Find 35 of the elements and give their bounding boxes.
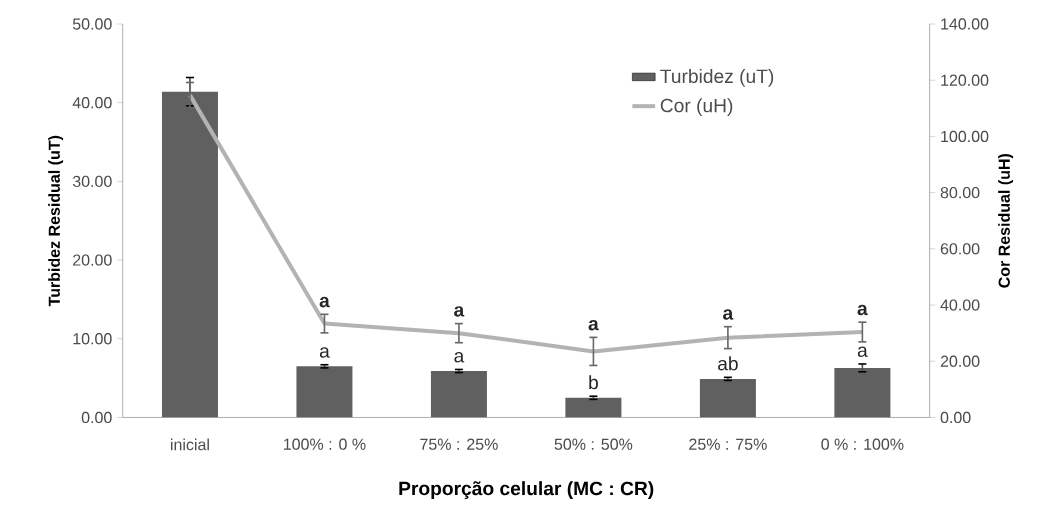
y2-tick-label: 60.00 [940,243,980,255]
y-tick-label: 50.00 [72,18,112,30]
x-axis-title: Proporção celular (MC : CR) [399,481,654,499]
y-tick-label: 20.00 [73,254,112,266]
y2-tick-label: 20.00 [940,355,980,367]
annotation: a [319,347,330,358]
annotation: ab [718,356,738,371]
annotation: b [589,375,598,390]
annotation: a [857,346,868,357]
y2-axis-title: Cor Residual (uH) [998,153,1014,288]
y2-tick-label: 80.00 [940,186,980,199]
legend-label: Cor (uH) [660,98,733,117]
y-tick-label: 40.00 [72,96,112,109]
annotation: a [454,306,465,317]
x-tick-label: 25% : 75% [689,438,767,450]
y2-tick-label: 0.00 [940,411,971,424]
legend-label: Turbidez (uT) [660,68,774,87]
annotation: a [723,309,734,320]
annotation: a [454,351,465,363]
x-tick-label: 50% : 50% [554,438,633,450]
x-tick-label: 100% : 0 % [283,438,366,450]
y2-tick-label: 120.00 [941,74,989,86]
y2-tick-label: 40.00 [940,299,980,311]
y2-tick-label: 140.00 [941,18,989,30]
x-tick-label: 0 % : 100% [821,438,904,450]
y-tick-label: 30.00 [72,175,112,187]
y-tick-label: 10.00 [73,333,112,345]
x-tick-label: inicial [171,438,209,451]
annotation: a [588,319,599,331]
y-tick-label: 0.00 [81,411,112,424]
x-tick-label: 75% : 25% [420,438,498,450]
y2-tick-label: 100.00 [941,130,989,142]
y-axis-title: Turbidez Residual (uT) [48,135,64,307]
annotation: a [857,304,868,316]
annotation: a [319,296,330,308]
